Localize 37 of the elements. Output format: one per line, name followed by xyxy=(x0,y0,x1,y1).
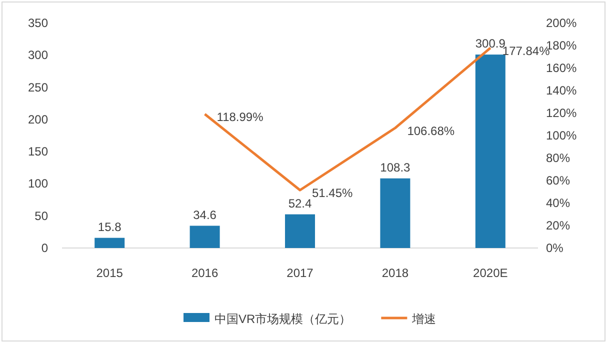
bar xyxy=(285,214,315,248)
data-label: 51.45% xyxy=(312,186,354,200)
y-tick-label: 0 xyxy=(41,241,48,255)
y-tick-label: 250 xyxy=(28,80,48,94)
bar xyxy=(190,226,220,248)
data-label: 34.6 xyxy=(193,208,217,222)
y2-tick-label: 140% xyxy=(546,84,578,98)
bar xyxy=(475,54,506,248)
y2-tick-label: 80% xyxy=(546,151,570,165)
data-label: 106.68% xyxy=(407,124,455,138)
x-tick-label: 2018 xyxy=(382,266,409,280)
y2-tick-label: 160% xyxy=(546,61,578,75)
y2-tick-label: 20% xyxy=(546,218,570,232)
y-tick-label: 100 xyxy=(28,176,48,191)
data-label: 108.3 xyxy=(380,160,411,174)
y2-tick-label: 60% xyxy=(546,174,570,188)
x-tick-label: 2015 xyxy=(96,266,124,280)
legend-label: 中国VR市场规模（亿元） xyxy=(214,312,352,326)
y2-tick-label: 40% xyxy=(546,196,570,210)
legend-label: 增速 xyxy=(411,312,436,326)
y2-tick-label: 100% xyxy=(546,128,578,142)
data-label: 52.4 xyxy=(288,196,312,210)
x-tick-label: 2017 xyxy=(286,266,314,280)
data-label: 118.99% xyxy=(216,110,264,124)
y-tick-label: 300 xyxy=(28,48,48,62)
y2-tick-label: 120% xyxy=(546,106,578,120)
bar xyxy=(94,238,125,248)
y-tick-label: 150 xyxy=(28,144,48,159)
y-tick-label: 200 xyxy=(28,112,48,126)
data-label: 15.8 xyxy=(98,220,122,234)
y-tick-label: 50 xyxy=(34,208,48,223)
x-tick-label: 2020E xyxy=(473,266,508,280)
y2-tick-label: 0% xyxy=(546,241,564,255)
y2-tick-label: 200% xyxy=(546,16,578,30)
x-tick-label: 2016 xyxy=(191,266,218,280)
y-tick-label: 350 xyxy=(28,16,48,30)
bar xyxy=(380,178,410,248)
